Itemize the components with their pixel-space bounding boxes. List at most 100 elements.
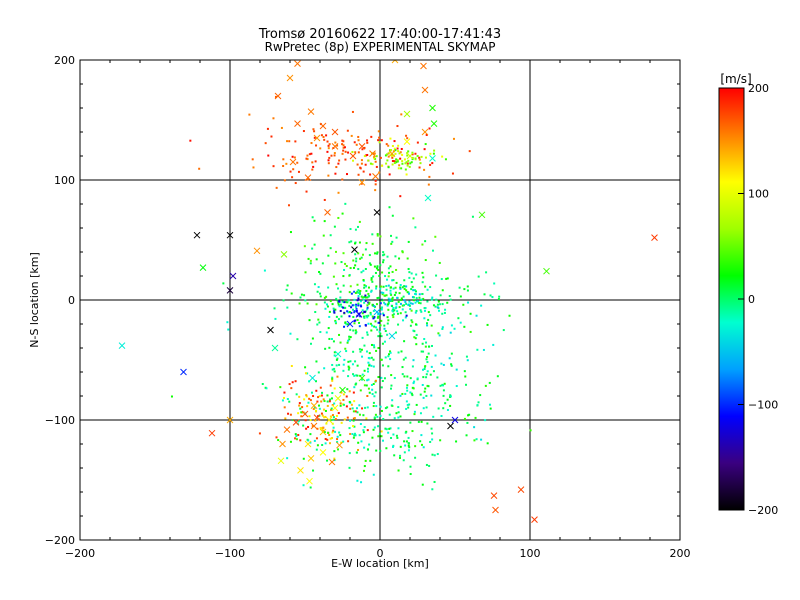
data-point-dot [380, 164, 383, 167]
data-point-dot [429, 286, 432, 289]
data-point-dot [398, 152, 401, 155]
data-point-dot [400, 147, 403, 150]
data-point-dot [427, 311, 430, 314]
data-point-dot [473, 426, 476, 429]
data-point-dot [368, 254, 371, 257]
data-point-dot [415, 297, 418, 300]
data-point-dot [341, 178, 344, 181]
data-point-x [349, 152, 357, 160]
data-point-dot [289, 413, 292, 416]
data-point-dot [362, 431, 365, 434]
data-point-dot [381, 271, 384, 274]
data-point-dot [392, 444, 395, 447]
data-point-dot [353, 141, 356, 144]
data-point-dot [372, 405, 375, 408]
data-point-dot [357, 295, 360, 298]
data-point-dot [325, 422, 328, 425]
data-point-dot [425, 394, 428, 397]
data-point-x [429, 155, 436, 162]
data-point-dot [407, 449, 410, 452]
data-point-dot [424, 156, 427, 159]
data-point-dot [373, 305, 376, 308]
data-point-dot [397, 300, 400, 303]
data-point-dot [463, 288, 466, 291]
data-point-dot [279, 386, 282, 389]
data-point-dot [356, 364, 359, 367]
data-point-x [424, 194, 432, 202]
data-point-dot [426, 361, 429, 364]
data-point-dot [389, 350, 392, 353]
data-point-dot [333, 354, 336, 357]
data-point-dot [366, 448, 369, 451]
data-point-dot [348, 310, 351, 313]
data-point-dot [371, 324, 374, 327]
data-point-dot [406, 375, 409, 378]
data-point-dot [425, 341, 428, 344]
data-point-dot [379, 405, 382, 408]
data-point-dot [316, 444, 319, 447]
data-point-dot [393, 417, 396, 420]
data-point-dot [479, 394, 482, 397]
data-point-dot [355, 374, 358, 377]
data-point-dot [352, 316, 355, 319]
data-point-dot [477, 275, 480, 278]
data-point-dot [396, 159, 399, 162]
data-point-dot [309, 486, 312, 489]
data-point-dot [392, 279, 395, 282]
data-point-dot [413, 380, 416, 383]
data-point-dot [270, 135, 273, 138]
data-point-dot [382, 259, 385, 262]
data-point-dot [390, 387, 393, 390]
data-point-x [319, 449, 327, 456]
data-point-dot [334, 319, 337, 322]
data-point-dot [432, 152, 435, 155]
data-point-dot [396, 160, 399, 163]
data-point-dot [291, 155, 294, 158]
data-point-dot [476, 348, 479, 351]
data-point-x [310, 422, 318, 430]
data-point-x [319, 122, 327, 130]
data-point-dot [384, 356, 387, 359]
data-point-x [346, 320, 354, 328]
x-axis-label: E-W location [km] [331, 557, 429, 570]
data-point-dot [347, 311, 350, 314]
data-point-dot [446, 277, 449, 280]
data-point-dot [430, 427, 433, 430]
data-point-dot [265, 387, 268, 390]
data-point-dot [399, 394, 402, 397]
data-point-dot [353, 310, 356, 313]
data-point-dot [327, 254, 330, 257]
data-point-x [388, 332, 396, 340]
data-point-dot [350, 311, 353, 314]
data-point-x [490, 492, 498, 499]
data-point-dot [386, 278, 389, 281]
data-point-dot [422, 376, 425, 379]
data-point-dot [334, 141, 337, 144]
data-point-dot [414, 289, 417, 292]
data-point-dot [319, 147, 322, 150]
data-point-dot [435, 274, 438, 277]
data-point-dot [473, 439, 476, 442]
data-point-dot [308, 415, 311, 418]
data-point-dot [433, 149, 436, 152]
data-point-dot [425, 376, 428, 379]
data-point-dot [443, 311, 446, 314]
data-point-dot [331, 437, 334, 440]
data-point-dot [412, 299, 415, 302]
data-point-dot [347, 365, 350, 368]
data-point-dot [448, 357, 451, 360]
data-point-dot [349, 407, 352, 410]
y-tick-label: 200 [54, 54, 75, 67]
data-point-dot [389, 299, 392, 302]
data-point-dot [286, 140, 289, 143]
data-point-dot [346, 301, 349, 304]
data-point-dot [450, 352, 453, 355]
data-point-dot [335, 297, 338, 300]
colorbar-tick-label: 0 [748, 293, 755, 306]
data-point-dot [345, 350, 348, 353]
data-point-dot [222, 282, 225, 285]
data-point-dot [267, 154, 270, 157]
data-point-dot [334, 321, 337, 324]
data-point-dot [311, 337, 314, 340]
data-point-dot [407, 267, 410, 270]
